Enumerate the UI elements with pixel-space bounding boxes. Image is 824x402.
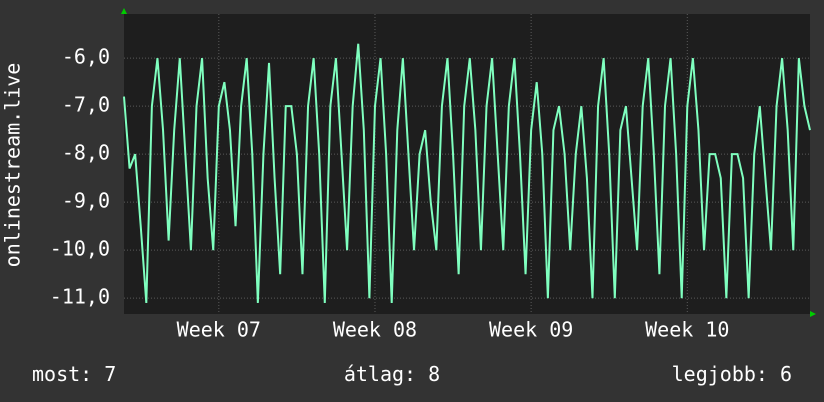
y-tick-label: -7,0 (62, 93, 110, 117)
y-tick-label: -9,0 (62, 189, 110, 213)
data-line (123, 43, 811, 304)
stat-value: 7 (104, 362, 116, 386)
stat-value: 8 (428, 362, 440, 386)
stat: átlag: 8 (344, 362, 440, 386)
stat-label: legjobb: (672, 362, 768, 386)
y-tick-label: -11,0 (50, 285, 110, 309)
x-tick-label: Week 10 (645, 318, 729, 342)
axis-arrow (121, 8, 127, 14)
y-tick-label: -10,0 (50, 237, 110, 261)
x-tick-label: Week 07 (177, 318, 261, 342)
stat-label: most: (32, 362, 92, 386)
stat: legjobb: 6 (672, 362, 792, 386)
y-axis-label: onlinestream.live (1, 63, 25, 268)
x-tick-label: Week 08 (333, 318, 417, 342)
stat-value: 6 (780, 362, 792, 386)
x-tick-label: Week 09 (489, 318, 573, 342)
axis-arrow (810, 311, 816, 317)
stat-label: átlag: (344, 362, 416, 386)
y-tick-label: -6,0 (62, 45, 110, 69)
stat: most: 7 (32, 362, 116, 386)
plot-area (124, 14, 810, 314)
y-tick-label: -8,0 (62, 141, 110, 165)
